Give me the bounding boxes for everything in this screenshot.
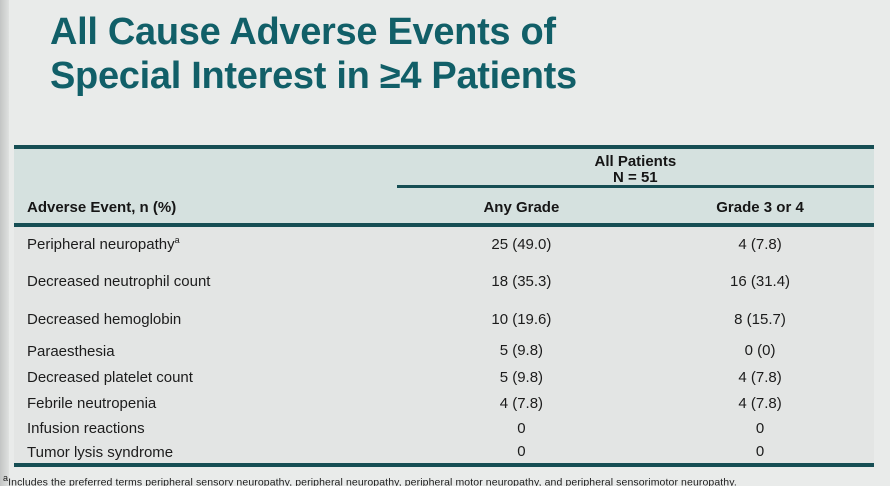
- table-top-border: [14, 145, 874, 149]
- any-grade-value: 4 (7.8): [499, 394, 544, 412]
- slide-title-line1: All Cause Adverse Events of: [50, 11, 556, 53]
- grade-3-4-value: 16 (31.4): [730, 272, 791, 290]
- slide-title-line2: Special Interest in ≥4 Patients: [50, 55, 577, 97]
- table-row: Febrile neutropenia 4 (7.8) 4 (7.8): [14, 390, 874, 416]
- table-row: Decreased neutrophil count 18 (35.3) 16 …: [14, 261, 874, 301]
- any-grade-value: 25 (49.0): [491, 235, 552, 253]
- event-label: Tumor lysis syndrome: [27, 443, 174, 461]
- group-header-line1: All Patients: [594, 153, 677, 170]
- table-bottom-border: [14, 463, 874, 467]
- table-row: Infusion reactions 0 0: [14, 416, 874, 440]
- event-label: Peripheral neuropathya: [27, 235, 180, 253]
- event-superscript: a: [174, 235, 180, 245]
- footnote-superscript: a: [3, 473, 9, 483]
- any-grade-value: 10 (19.6): [491, 310, 552, 328]
- any-grade-value: 0: [517, 443, 526, 460]
- grade-3-4-value: 0 (0): [744, 342, 776, 359]
- slide-title: All Cause Adverse Events of Special Inter…: [50, 10, 577, 98]
- any-grade-value: 18 (35.3): [491, 272, 552, 290]
- grade-3-4-value: 4 (7.8): [738, 235, 782, 253]
- adverse-events-table: All Patients N = 51 Adverse Event, n (%)…: [14, 145, 874, 467]
- any-grade-value: 0: [517, 419, 526, 437]
- left-edge-shadow: [0, 0, 9, 486]
- event-label: Febrile neutropenia: [27, 395, 157, 412]
- event-label: Decreased hemoglobin: [27, 311, 182, 328]
- event-label: Decreased neutrophil count: [27, 273, 211, 290]
- group-header-row: All Patients N = 51: [14, 149, 874, 188]
- footnote: aIncludes the preferred terms peripheral…: [3, 473, 737, 486]
- header-bottom-border: [14, 223, 874, 227]
- column-header-adverse-event: Adverse Event, n (%): [27, 199, 177, 216]
- table-header: All Patients N = 51 Adverse Event, n (%)…: [14, 149, 874, 223]
- event-label: Paraesthesia: [27, 342, 115, 360]
- any-grade-value: 5 (9.8): [499, 342, 544, 359]
- table-row: Peripheral neuropathya 25 (49.0) 4 (7.8): [14, 227, 874, 261]
- grade-3-4-value: 4 (7.8): [738, 368, 782, 386]
- event-label: Decreased platelet count: [27, 369, 193, 386]
- footnote-text: Includes the preferred terms peripheral …: [8, 476, 737, 486]
- table-row: Tumor lysis syndrome 0 0: [14, 440, 874, 463]
- group-header-all-patients: All Patients N = 51: [397, 154, 874, 186]
- table-row: Decreased hemoglobin 10 (19.6) 8 (15.7): [14, 301, 874, 337]
- grade-3-4-value: 8 (15.7): [734, 310, 786, 328]
- table-body: Peripheral neuropathya 25 (49.0) 4 (7.8)…: [14, 227, 874, 463]
- any-grade-value: 5 (9.8): [499, 368, 544, 386]
- column-header-any-grade: Any Grade: [483, 199, 560, 216]
- table-row: Decreased platelet count 5 (9.8) 4 (7.8): [14, 364, 874, 390]
- group-header-line2: N = 51: [613, 169, 658, 186]
- column-header-grade-3-4: Grade 3 or 4: [716, 199, 804, 216]
- event-label: Infusion reactions: [27, 420, 145, 437]
- grade-3-4-value: 0: [755, 443, 765, 460]
- group-header-underline: [396, 185, 874, 188]
- table-row: Paraesthesia 5 (9.8) 0 (0): [14, 337, 874, 364]
- column-header-row: Adverse Event, n (%) Any Grade Grade 3 o…: [14, 188, 874, 223]
- grade-3-4-value: 0: [755, 419, 765, 437]
- grade-3-4-value: 4 (7.8): [738, 394, 782, 412]
